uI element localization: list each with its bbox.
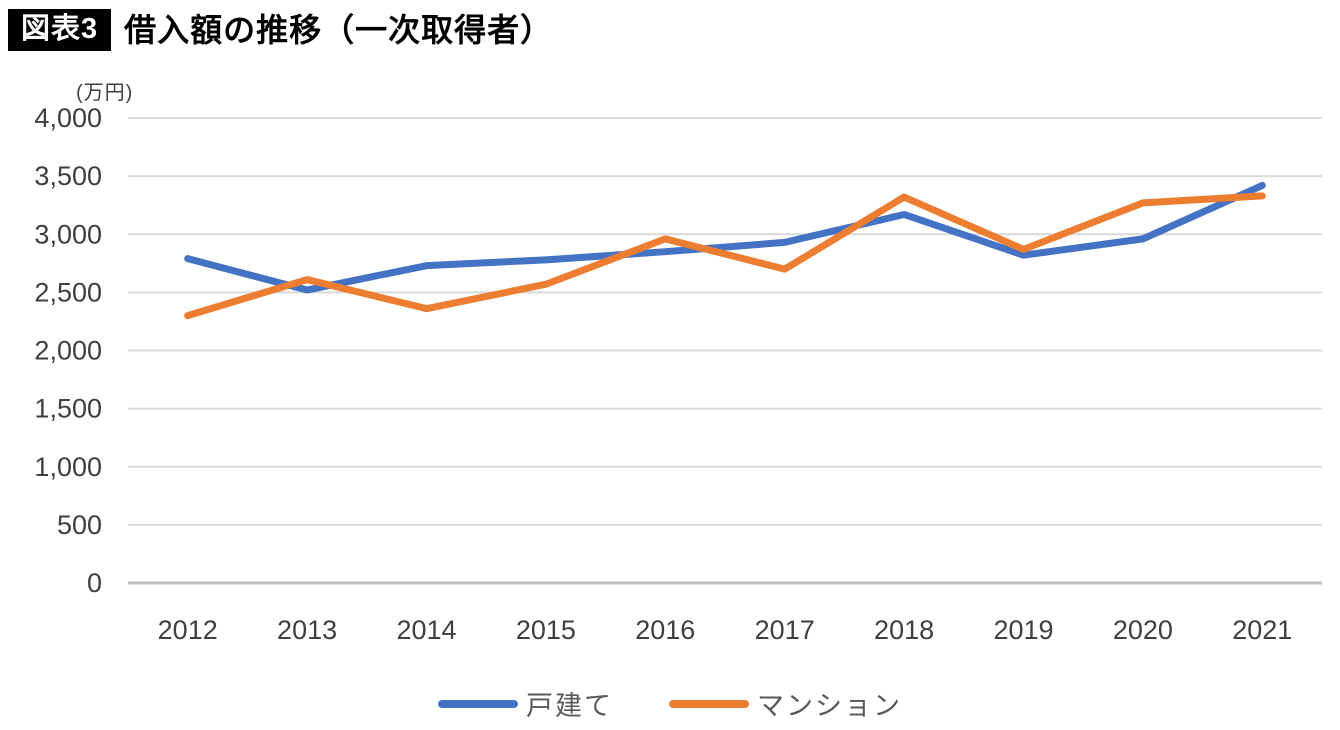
y-tick-label: 2,000 <box>34 336 102 366</box>
legend-label-condominium: マンション <box>757 691 902 721</box>
series-line-1 <box>184 192 1266 320</box>
y-tick-label: 4,000 <box>34 103 102 133</box>
y-tick-label: 0 <box>87 568 102 598</box>
y-tick-label: 3,500 <box>34 161 102 191</box>
x-tick-label: 2013 <box>277 615 337 645</box>
y-axis-unit-label: (万円) <box>76 82 134 104</box>
chart-canvas: 0 500 1,000 1,500 2,000 2,500 3,000 3,500 4,000 2… <box>34 103 1322 645</box>
y-tick-label: 3,000 <box>34 219 102 249</box>
x-tick-label: 2015 <box>516 615 576 645</box>
legend-label-detached-house: 戸建て <box>526 691 613 721</box>
legend-item-detached-house: 戸建て <box>438 684 613 723</box>
x-tick-label: 2016 <box>635 615 695 645</box>
x-tick-label: 2012 <box>158 615 218 645</box>
y-tick-label: 500 <box>57 510 102 540</box>
x-tick-label: 2021 <box>1232 615 1292 645</box>
figure-number-badge: 図表3 <box>8 9 112 51</box>
legend-item-condominium: マンション <box>669 684 902 723</box>
legend-swatch-condominium <box>669 699 749 708</box>
x-tick-label: 2017 <box>755 615 815 645</box>
x-tick-label: 2019 <box>993 615 1053 645</box>
x-tick-label: 2014 <box>396 615 456 645</box>
figure-header: 図表3 借入額の推移（一次取得者） <box>8 9 553 51</box>
series-line-0 <box>184 181 1266 294</box>
x-tick-label: 2020 <box>1113 615 1173 645</box>
y-tick-label: 1,500 <box>34 394 102 424</box>
y-tick-label: 1,000 <box>34 452 102 482</box>
y-tick-label: 2,500 <box>34 277 102 307</box>
chart-legend: 戸建て マンション <box>0 684 1340 723</box>
legend-swatch-detached-house <box>438 699 518 708</box>
x-tick-label: 2018 <box>874 615 934 645</box>
chart-title: 借入額の推移（一次取得者） <box>124 12 554 48</box>
